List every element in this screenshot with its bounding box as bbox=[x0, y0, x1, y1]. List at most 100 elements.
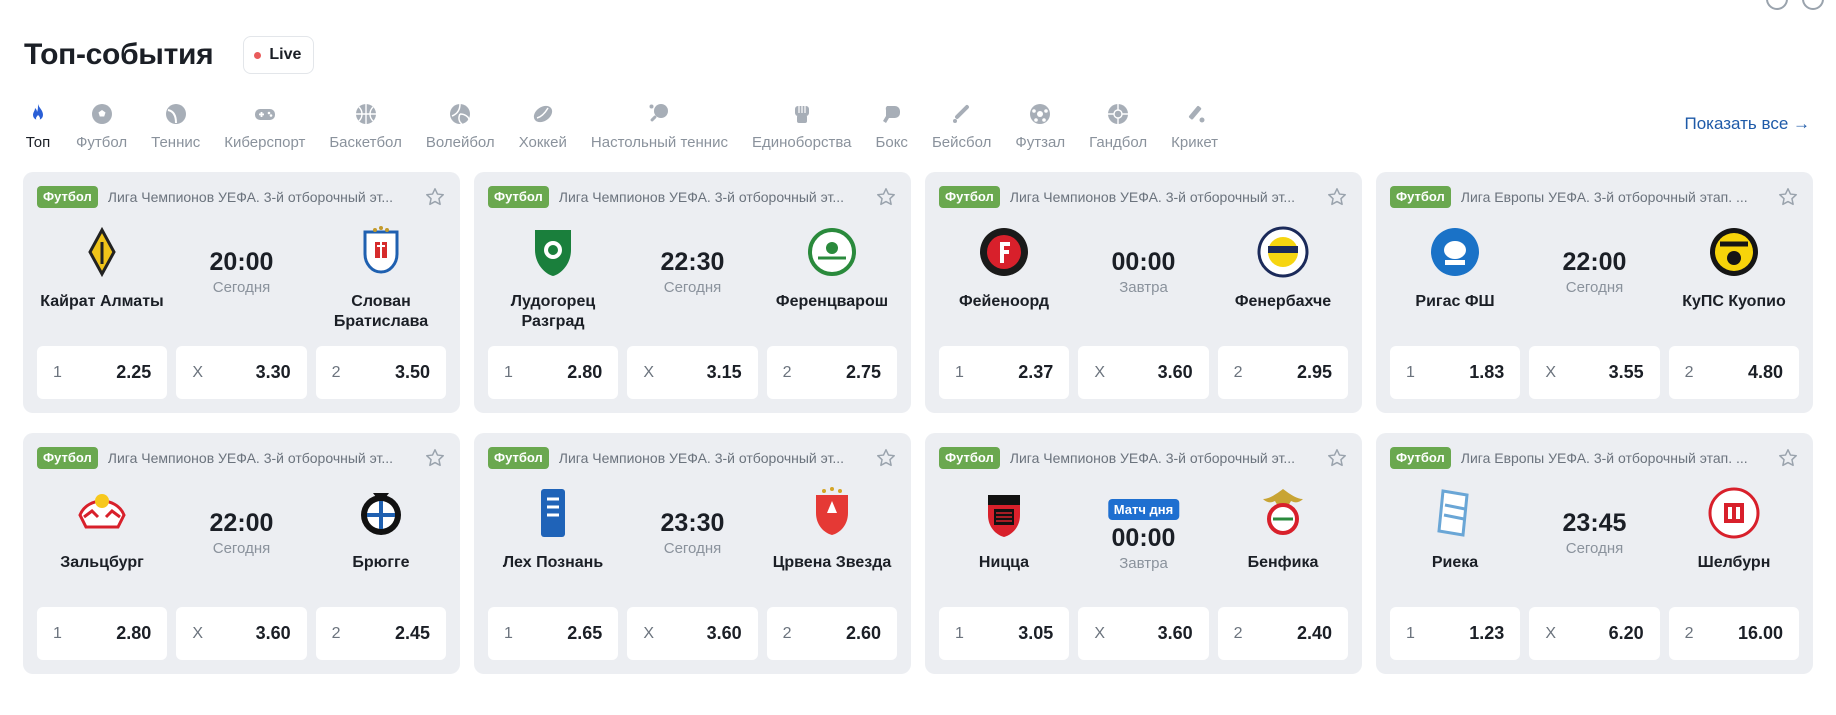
away-team[interactable]: Црвена Звезда bbox=[757, 485, 907, 573]
odds-value: 16.00 bbox=[1737, 623, 1783, 643]
sport-tab[interactable]: Настольный теннис bbox=[591, 100, 728, 151]
favorite-star-icon[interactable] bbox=[1326, 186, 1348, 208]
sport-tab-label: Настольный теннис bbox=[590, 134, 728, 151]
help-icon[interactable] bbox=[1766, 0, 1788, 10]
event-card[interactable]: Футбол Лига Чемпионов УЕФА. 3-й отборочны… bbox=[925, 172, 1362, 413]
sport-tab[interactable]: Бейсбол bbox=[932, 100, 991, 151]
odds-button[interactable]: 1 2.25 bbox=[37, 346, 168, 399]
odds-button[interactable]: X 6.20 bbox=[1529, 607, 1660, 660]
odds-button[interactable]: 1 2.37 bbox=[939, 346, 1070, 399]
sport-tab[interactable]: Единоборства bbox=[752, 100, 852, 151]
home-team[interactable]: Лудогорец Разград bbox=[478, 224, 628, 332]
home-team[interactable]: Фейеноорд bbox=[929, 224, 1079, 312]
home-team[interactable]: Лех Познань bbox=[478, 485, 628, 573]
odds-button[interactable]: 2 16.00 bbox=[1668, 607, 1799, 660]
odds-button[interactable]: 2 4.80 bbox=[1668, 346, 1799, 399]
odds-value: 2.40 bbox=[1296, 623, 1332, 643]
odds-button[interactable]: X 3.60 bbox=[1078, 346, 1209, 399]
favorite-star-icon[interactable] bbox=[424, 186, 446, 208]
odds-button[interactable]: X 3.15 bbox=[627, 346, 758, 399]
odds-row: 1 2.65 X 3.60 2 2.60 bbox=[488, 607, 897, 660]
odds-button[interactable]: 1 1.83 bbox=[1390, 346, 1521, 399]
home-team-logo-icon bbox=[88, 226, 116, 278]
card-header: Футбол Лига Чемпионов УЕФА. 3-й отборочны… bbox=[488, 447, 897, 469]
event-card[interactable]: Футбол Лига Чемпионов УЕФА. 3-й отборочны… bbox=[23, 433, 460, 674]
sport-tab[interactable]: Киберспорт bbox=[224, 100, 305, 151]
favorite-star-icon[interactable] bbox=[1777, 447, 1799, 469]
odds-outcome: 2 bbox=[1233, 363, 1243, 381]
home-team-name: Риека bbox=[1431, 554, 1479, 571]
event-card[interactable]: Футбол Лига Европы УЕФА. 3-й отборочный э… bbox=[1376, 172, 1813, 413]
away-team[interactable]: Ференцварош bbox=[757, 224, 907, 312]
away-team[interactable]: Брюгге bbox=[306, 485, 456, 573]
odds-button[interactable]: 1 3.05 bbox=[939, 607, 1070, 660]
sport-tab[interactable]: Футбол bbox=[76, 100, 127, 151]
home-team[interactable]: Кайрат Алматы bbox=[27, 224, 177, 312]
odds-button[interactable]: 2 2.75 bbox=[766, 346, 897, 399]
sport-tab[interactable]: Волейбол bbox=[426, 100, 495, 151]
favorite-star-icon[interactable] bbox=[1777, 186, 1799, 208]
event-card[interactable]: Футбол Лига Чемпионов УЕФА. 3-й отборочны… bbox=[925, 433, 1362, 674]
event-card[interactable]: Футбол Лига Чемпионов УЕФА. 3-й отборочны… bbox=[23, 172, 460, 413]
settings-icon[interactable] bbox=[1802, 0, 1824, 10]
odds-button[interactable]: 2 2.95 bbox=[1217, 346, 1348, 399]
odds-button[interactable]: X 3.60 bbox=[176, 607, 307, 660]
live-filter-button[interactable]: Live bbox=[243, 36, 315, 74]
favorite-star-icon[interactable] bbox=[1326, 447, 1348, 469]
odds-outcome: X bbox=[1545, 363, 1556, 381]
match-day: Завтра bbox=[1119, 279, 1168, 296]
odds-button[interactable]: 1 1.23 bbox=[1390, 607, 1521, 660]
show-all-link[interactable]: Показать все → bbox=[1684, 114, 1810, 133]
league-name: Лига Чемпионов УЕФА. 3-й отборочный эт..… bbox=[1009, 189, 1295, 205]
away-team[interactable]: КуПС Куопио bbox=[1659, 224, 1809, 312]
odds-button[interactable]: X 3.60 bbox=[1078, 607, 1209, 660]
sport-tab[interactable]: Теннис bbox=[151, 100, 200, 151]
odds-row: 1 2.25 X 3.30 2 3.50 bbox=[37, 346, 446, 399]
away-team[interactable]: Слован Братислава bbox=[306, 224, 456, 332]
odds-button[interactable]: 1 2.65 bbox=[488, 607, 619, 660]
volleyball-icon bbox=[446, 100, 474, 128]
away-team-name: Фенербахче bbox=[1234, 293, 1332, 310]
away-team-logo-icon bbox=[808, 228, 856, 276]
sport-tab[interactable]: Хоккей bbox=[519, 100, 567, 151]
away-team-logo-icon bbox=[1257, 226, 1309, 278]
home-team[interactable]: Риека bbox=[1380, 485, 1530, 573]
sport-tab[interactable]: Футзал bbox=[1015, 100, 1065, 151]
event-card[interactable]: Футбол Лига Чемпионов УЕФА. 3-й отборочны… bbox=[474, 172, 911, 413]
home-team-name: Ригас ФШ bbox=[1415, 293, 1495, 310]
odds-button[interactable]: 2 3.50 bbox=[315, 346, 446, 399]
away-team[interactable]: Бенфика bbox=[1208, 485, 1358, 573]
sport-tab[interactable]: Крикет bbox=[1171, 100, 1218, 151]
odds-button[interactable]: 2 2.60 bbox=[766, 607, 897, 660]
away-team[interactable]: Фенербахче bbox=[1208, 224, 1358, 312]
home-team[interactable]: Ницца bbox=[929, 485, 1079, 573]
sport-tab[interactable]: Топ bbox=[24, 100, 52, 151]
odds-button[interactable]: X 3.30 bbox=[176, 346, 307, 399]
favorite-star-icon[interactable] bbox=[875, 447, 897, 469]
event-card[interactable]: Футбол Лига Чемпионов УЕФА. 3-й отборочны… bbox=[474, 433, 911, 674]
odds-button[interactable]: X 3.55 bbox=[1529, 346, 1660, 399]
home-team[interactable]: Ригас ФШ bbox=[1380, 224, 1530, 312]
odds-button[interactable]: X 3.60 bbox=[627, 607, 758, 660]
odds-outcome: 2 bbox=[1684, 363, 1694, 381]
home-team[interactable]: Зальцбург bbox=[27, 485, 177, 573]
event-card[interactable]: Футбол Лига Европы УЕФА. 3-й отборочный э… bbox=[1376, 433, 1813, 674]
favorite-star-icon[interactable] bbox=[424, 447, 446, 469]
odds-button[interactable]: 1 2.80 bbox=[37, 607, 168, 660]
odds-outcome: X bbox=[1545, 624, 1556, 642]
odds-value: 3.60 bbox=[1157, 362, 1193, 382]
sport-tab-label: Гандбол bbox=[1089, 134, 1148, 151]
home-team-logo-icon bbox=[980, 228, 1028, 276]
sport-tab[interactable]: Бокс bbox=[876, 100, 908, 151]
home-team-name: Лудогорец Разград bbox=[510, 293, 596, 330]
gamepad-icon bbox=[251, 100, 279, 128]
league-name: Лига Чемпионов УЕФА. 3-й отборочный эт..… bbox=[558, 450, 844, 466]
sport-tab[interactable]: Гандбол bbox=[1089, 100, 1147, 151]
odds-button[interactable]: 2 2.40 bbox=[1217, 607, 1348, 660]
odds-outcome: X bbox=[643, 363, 654, 381]
sport-tab[interactable]: Баскетбол bbox=[329, 100, 402, 151]
odds-button[interactable]: 2 2.45 bbox=[315, 607, 446, 660]
odds-button[interactable]: 1 2.80 bbox=[488, 346, 619, 399]
away-team[interactable]: Шелбурн bbox=[1659, 485, 1809, 573]
favorite-star-icon[interactable] bbox=[875, 186, 897, 208]
